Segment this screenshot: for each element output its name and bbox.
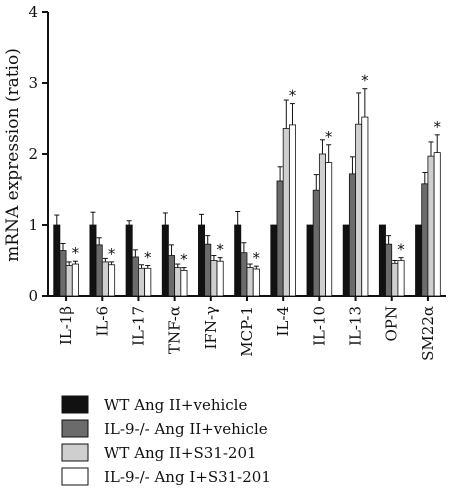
significance-marker: * — [108, 245, 116, 263]
x-tick-label: SM22α — [419, 306, 437, 361]
x-tick-label: IL-6 — [93, 306, 111, 337]
bar — [198, 224, 206, 297]
significance-marker: * — [397, 241, 405, 259]
bar — [421, 183, 429, 297]
bar — [348, 173, 356, 297]
bar — [161, 224, 169, 297]
bar — [138, 267, 146, 297]
bar — [71, 263, 79, 297]
bar — [59, 250, 67, 297]
significance-marker: * — [216, 241, 224, 259]
significance-marker: * — [144, 248, 152, 266]
y-tick-label: 0 — [28, 287, 38, 305]
x-tick-label: IL-13 — [347, 306, 365, 346]
bar — [361, 116, 369, 297]
legend-swatch — [61, 395, 89, 414]
bar — [246, 267, 254, 297]
significance-marker: * — [433, 118, 441, 136]
significance-marker: * — [325, 128, 333, 146]
legend: WT Ang II+vehicle IL-9-/- Ang II+vehicle W… — [61, 395, 271, 486]
bar — [385, 243, 393, 297]
bar — [108, 264, 116, 297]
bar — [168, 255, 176, 297]
significance-marker: * — [361, 72, 369, 90]
significance-marker: * — [180, 251, 188, 269]
bar — [125, 224, 133, 297]
y-axis-label: mRNA expression (ratio) — [3, 48, 23, 262]
bar — [210, 260, 218, 297]
bar — [276, 180, 284, 297]
bar — [240, 252, 248, 297]
legend-swatch — [61, 419, 89, 438]
bar — [174, 267, 182, 297]
bar — [355, 123, 363, 297]
bar — [101, 261, 109, 297]
bar — [89, 224, 97, 297]
bar — [397, 260, 405, 297]
bar — [378, 224, 386, 297]
significance-marker: * — [289, 87, 297, 105]
significance-marker: * — [72, 244, 80, 262]
bar — [252, 268, 260, 297]
y-tick-label: 2 — [28, 145, 38, 163]
legend-label: IL-9-/- Ang I+S31-201 — [104, 468, 271, 486]
significance-marker: * — [253, 249, 261, 267]
bar — [325, 162, 333, 297]
x-tick-label: IL-10 — [310, 306, 328, 346]
bar — [433, 152, 441, 297]
y-tick-label: 3 — [28, 74, 38, 92]
bar — [65, 265, 73, 297]
y-tick-labels: 0 1 2 3 4 — [28, 3, 38, 305]
bar — [342, 224, 350, 297]
x-tick-label: IL-1β — [57, 306, 75, 345]
x-tick-label: MCP-1 — [238, 306, 256, 357]
legend-swatch — [61, 443, 89, 462]
bar — [270, 224, 278, 297]
bar — [391, 262, 399, 297]
legend-label: IL-9-/- Ang II+vehicle — [104, 420, 268, 438]
bar — [415, 224, 423, 297]
y-tick-label: 1 — [28, 216, 38, 234]
x-tick-label: TNF-α — [166, 306, 184, 354]
bar — [288, 124, 296, 297]
legend-label: WT Ang II+S31-201 — [104, 444, 257, 462]
bar — [131, 256, 139, 297]
bar — [204, 243, 212, 297]
x-tick-label: IFN-γ — [202, 306, 220, 350]
bar — [95, 244, 103, 297]
bar — [427, 155, 435, 297]
bar — [306, 224, 314, 297]
bar — [318, 153, 326, 297]
bar — [234, 224, 242, 297]
x-tick-label: OPN — [383, 306, 401, 342]
legend-label: WT Ang II+vehicle — [104, 396, 247, 414]
x-tick-label: IL-17 — [129, 306, 147, 346]
bar — [216, 260, 224, 297]
y-tick-label: 4 — [28, 3, 38, 21]
bar — [282, 128, 290, 297]
bars: * * * * * * * * * * * — [53, 72, 441, 297]
bar — [312, 189, 320, 297]
x-tick-labels: IL-1β IL-6 IL-17 TNF-α IFN-γ MCP-1 IL-4 IL-10 IL… — [57, 306, 437, 361]
bar — [53, 224, 61, 297]
legend-swatch — [61, 467, 89, 486]
bar — [180, 270, 188, 297]
x-tick-label: IL-4 — [274, 306, 292, 337]
bar — [144, 267, 152, 297]
